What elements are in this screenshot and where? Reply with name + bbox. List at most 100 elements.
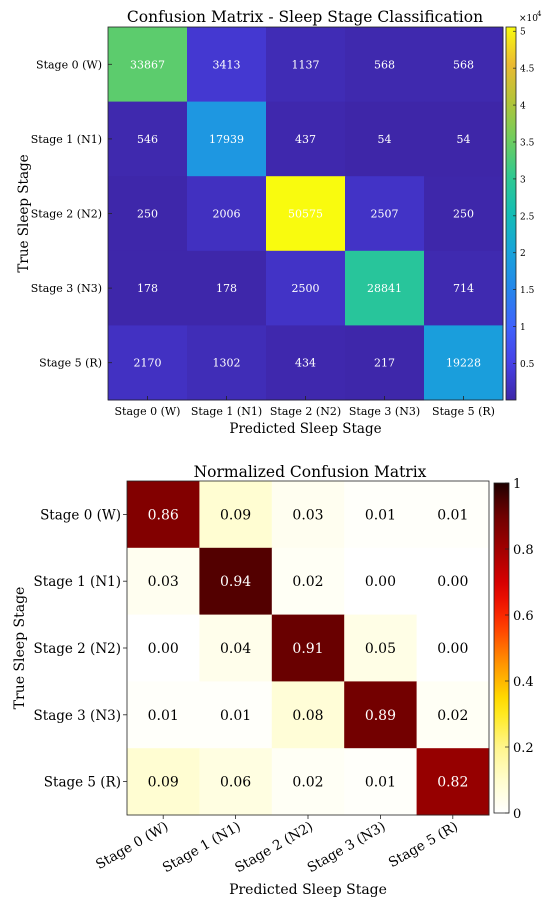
chart2-cell (344, 681, 418, 749)
chart1-cell-label: 546 (137, 133, 158, 146)
chart2-cell (416, 614, 490, 682)
chart1-cell-label: 437 (295, 133, 316, 146)
chart2-colorbar (493, 482, 510, 814)
chart2-cell-label: 0.00 (148, 641, 179, 657)
chart2-ytick-label: Stage 5 (R) (44, 775, 121, 791)
chart2-colorbar-tick-label: 0.8 (513, 543, 534, 558)
chart2-cell-label: 0.89 (365, 708, 396, 724)
chart2-cell-label: 0.01 (365, 775, 396, 791)
chart2-cell-label: 0.94 (220, 574, 251, 590)
chart2-xtick-label: Stage 5 (R) (386, 819, 461, 871)
chart1-cell (187, 176, 267, 252)
chart1-cell (424, 176, 504, 252)
chart1-cell-label: 178 (137, 282, 158, 295)
chart2-xtick-label: Stage 2 (N2) (232, 819, 316, 877)
chart1-colorbar-tick-label: 5 (520, 28, 526, 38)
chart1-cell (266, 250, 346, 326)
chart1-colorbar-exponent: ×10 (519, 14, 538, 24)
chart2-ytick-label: Stage 3 (N3) (34, 708, 121, 724)
chart1-cell-label: 217 (374, 357, 395, 370)
chart2-cell (199, 614, 273, 682)
chart1-cell-label: 714 (453, 282, 474, 295)
chart2-cell-label: 0.05 (365, 641, 396, 657)
chart2-cell (199, 681, 273, 749)
chart1-colorbar-tick-label: 4.5 (520, 65, 535, 75)
chart1-xtick-label: Stage 1 (N1) (191, 405, 262, 418)
chart2-cell-label: 0.06 (220, 775, 251, 791)
chart2-cell (127, 748, 200, 816)
chart1-cell (187, 101, 267, 177)
chart1-ytick-label: Stage 3 (N3) (31, 282, 102, 295)
chart1-xtick-label: Stage 3 (N3) (349, 405, 420, 418)
chart2-cell-label: 0.02 (292, 574, 323, 590)
chart1-cell (345, 101, 425, 177)
chart1-ytick-label: Stage 1 (N1) (31, 133, 102, 146)
chart1-ytick-label: Stage 2 (N2) (31, 208, 102, 221)
chart2-cell (271, 614, 345, 682)
chart2-cell-label: 0.91 (292, 641, 323, 657)
chart2-colorbar-tick-label: 0.2 (513, 741, 534, 756)
chart1-cell-label: 250 (137, 208, 158, 221)
chart1-cell (187, 250, 267, 326)
chart1-cell-label: 1302 (213, 357, 241, 370)
chart1-cell (424, 250, 504, 326)
chart2-ytick-label: Stage 0 (W) (40, 507, 121, 523)
chart2-title: Normalized Confusion Matrix (194, 463, 427, 481)
chart2-cell-label: 0.86 (148, 507, 179, 523)
chart2-xlabel: Predicted Sleep Stage (229, 882, 387, 898)
chart2-cell-label: 0.00 (365, 574, 396, 590)
chart2-cell-label: 0.03 (292, 507, 323, 523)
chart1-cell (266, 176, 346, 252)
chart1-cell-label: 568 (453, 58, 474, 71)
chart1-ytick-label: Stage 0 (W) (36, 58, 102, 71)
chart2-xtick-label: Stage 3 (N3) (305, 819, 389, 877)
chart2-cell-label: 0.02 (437, 708, 468, 724)
chart2-cell-label: 0.02 (292, 775, 323, 791)
chart1-colorbar-tick-label: 2.5 (520, 212, 535, 222)
chart2-cell (344, 547, 418, 616)
chart2-cell (127, 681, 200, 749)
chart1-cell-label: 250 (453, 208, 474, 221)
chart2-cell-label: 0.00 (437, 574, 468, 590)
chart2-cell (344, 748, 418, 816)
chart1-ylabel: True Sleep Stage (16, 154, 32, 272)
chart2-cell (271, 481, 345, 549)
chart1-colorbar-tick-label: 1.5 (520, 286, 535, 296)
chart1-cell-label: 3413 (213, 58, 241, 71)
chart2-ytick-label: Stage 2 (N2) (34, 641, 121, 657)
chart1-colorbar-tick-label: 0.5 (520, 360, 535, 370)
chart2-cell (416, 681, 490, 749)
chart1-colorbar-tick-label: 3 (520, 175, 526, 185)
chart1-xlabel: Predicted Sleep Stage (229, 421, 381, 437)
chart2-cell-label: 0.01 (148, 708, 179, 724)
chart1-cell (345, 27, 425, 103)
chart2-cell-label: 0.82 (437, 775, 468, 791)
chart1-ytick-label: Stage 5 (R) (39, 357, 102, 370)
chart1-cell (187, 27, 267, 103)
chart2-cell (416, 547, 490, 616)
chart1-xtick-label: Stage 0 (W) (115, 405, 181, 418)
chart1-cell-label: 2170 (134, 357, 162, 370)
chart1-cell (266, 101, 346, 177)
chart2-cell-label: 0.01 (365, 507, 396, 523)
chart2-cell (271, 681, 345, 749)
chart2-colorbar-tick-label: 0.6 (513, 609, 534, 624)
chart2-cell (127, 614, 200, 682)
chart1-cell (266, 325, 346, 401)
chart2-cell (199, 481, 273, 549)
chart2-colorbar-tick-label: 1 (513, 477, 521, 492)
chart2-cell-label: 0.03 (148, 574, 179, 590)
chart1-cell (108, 101, 188, 177)
chart1-cell (424, 27, 504, 103)
chart1-colorbar-tick-label: 1 (520, 323, 526, 333)
chart2-cell-label: 0.08 (292, 708, 323, 724)
chart1-cell-label: 434 (295, 357, 316, 370)
chart2-cell (199, 748, 273, 816)
chart1-cell (108, 325, 188, 401)
chart2-xtick-label: Stage 0 (W) (93, 819, 171, 873)
chart1-cell (345, 176, 425, 252)
chart2-cell-label: 0.09 (220, 507, 251, 523)
chart1-colorbar-exponent-power: 4 (537, 10, 542, 18)
chart2-cell-label: 0.00 (437, 641, 468, 657)
